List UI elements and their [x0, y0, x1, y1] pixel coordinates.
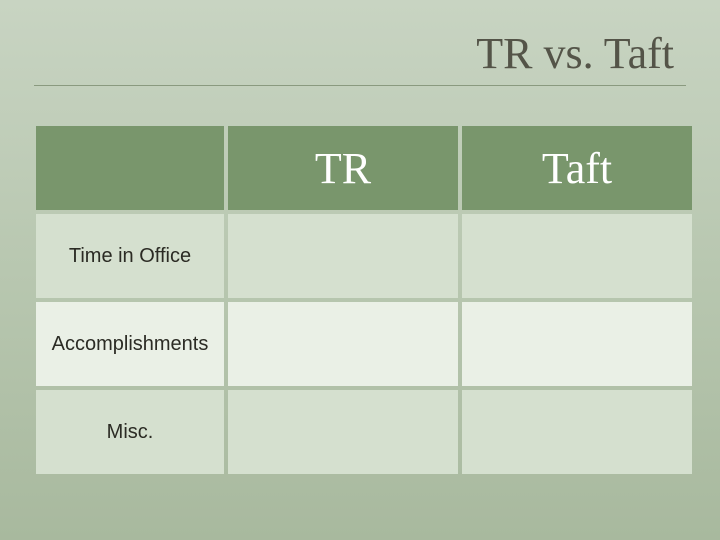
- row-label-time-in-office: Time in Office: [36, 214, 224, 298]
- cell-tr-accomplishments: [228, 302, 458, 386]
- cell-taft-misc: [462, 390, 692, 474]
- cell-taft-accomplishments: [462, 302, 692, 386]
- comparison-table: TR Taft Time in Office Accomplishments M…: [32, 122, 696, 478]
- table-header-taft: Taft: [462, 126, 692, 210]
- table-header-tr: TR: [228, 126, 458, 210]
- row-label-misc: Misc.: [36, 390, 224, 474]
- slide-title: TR vs. Taft: [28, 20, 692, 85]
- cell-tr-misc: [228, 390, 458, 474]
- cell-tr-time: [228, 214, 458, 298]
- cell-taft-time: [462, 214, 692, 298]
- table-row: Time in Office: [36, 214, 692, 298]
- slide: TR vs. Taft TR Taft Time in Office Accom…: [0, 0, 720, 540]
- table-header-row: TR Taft: [36, 126, 692, 210]
- row-label-accomplishments: Accomplishments: [36, 302, 224, 386]
- table-row: Misc.: [36, 390, 692, 474]
- table-header-corner: [36, 126, 224, 210]
- table-row: Accomplishments: [36, 302, 692, 386]
- title-rule: [34, 85, 686, 86]
